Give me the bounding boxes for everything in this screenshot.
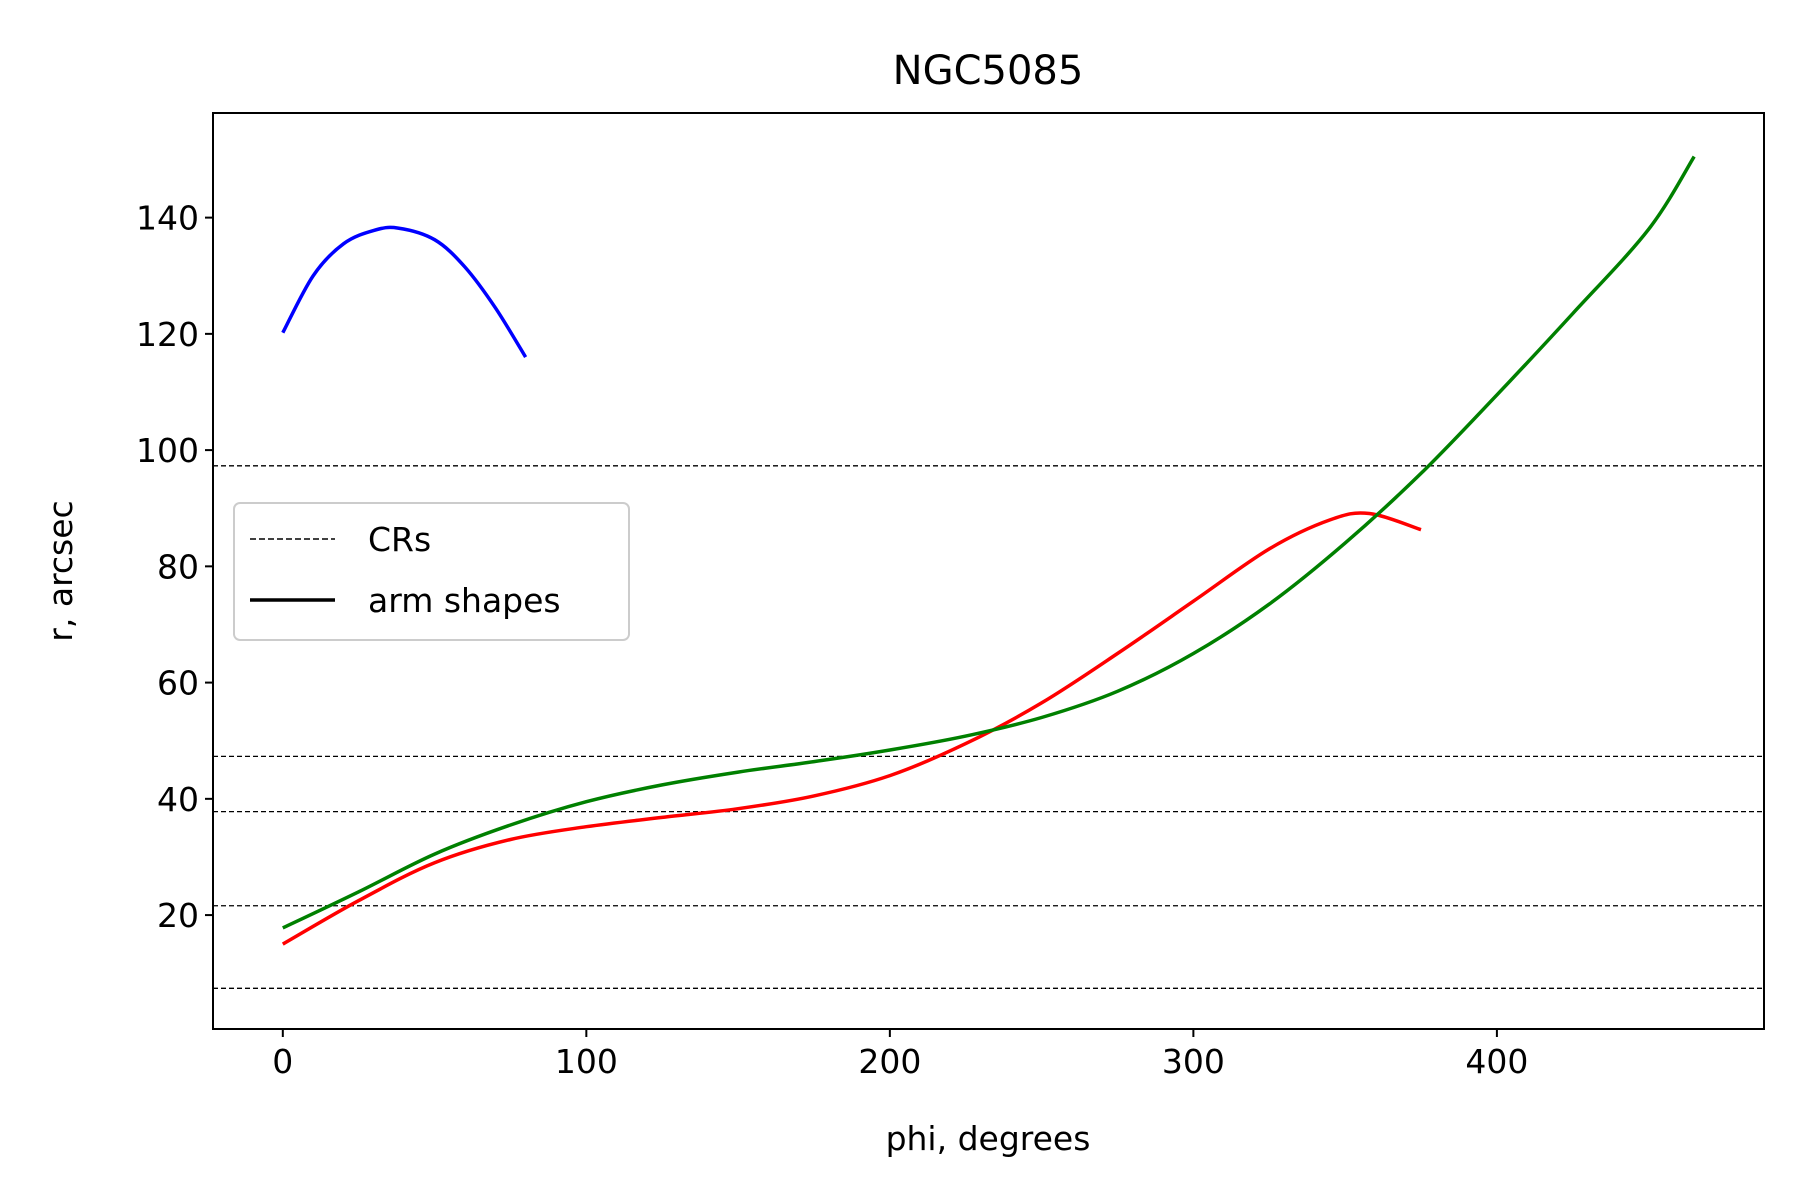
series-lines — [281, 155, 1696, 946]
x-axis-label: phi, degrees — [886, 1119, 1091, 1158]
x-tick-label: 200 — [858, 1042, 921, 1081]
legend: CRs arm shapes — [233, 502, 630, 641]
arm-shape-line-0 — [281, 225, 528, 359]
legend-arm-label: arm shapes — [368, 581, 561, 620]
y-axis-label: r, arcsec — [41, 500, 80, 641]
y-tick-label: 60 — [157, 664, 199, 703]
y-tick-label: 140 — [136, 199, 199, 238]
x-tick-label: 300 — [1162, 1042, 1225, 1081]
y-tick-label: 20 — [157, 896, 199, 935]
y-tick-label: 100 — [136, 431, 199, 470]
x-tick-label: 0 — [272, 1042, 293, 1081]
arm-shape-line-2 — [282, 155, 1696, 930]
arm-shape-line-1 — [281, 511, 1422, 946]
x-axis-ticks: 0 100 200 300 400 — [272, 1029, 1528, 1081]
y-axis-ticks: 20 40 60 80 100 120 140 — [136, 199, 213, 935]
y-tick-label: 80 — [157, 547, 199, 586]
chart-title: NGC5085 — [893, 48, 1084, 94]
x-tick-label: 400 — [1465, 1042, 1528, 1081]
cr-lines — [213, 465, 1764, 989]
y-tick-label: 120 — [136, 315, 199, 354]
legend-box — [233, 502, 630, 641]
plot-frame — [212, 112, 1765, 1030]
y-tick-label: 40 — [157, 780, 199, 819]
legend-cr-label: CRs — [368, 520, 431, 559]
x-tick-label: 100 — [555, 1042, 618, 1081]
